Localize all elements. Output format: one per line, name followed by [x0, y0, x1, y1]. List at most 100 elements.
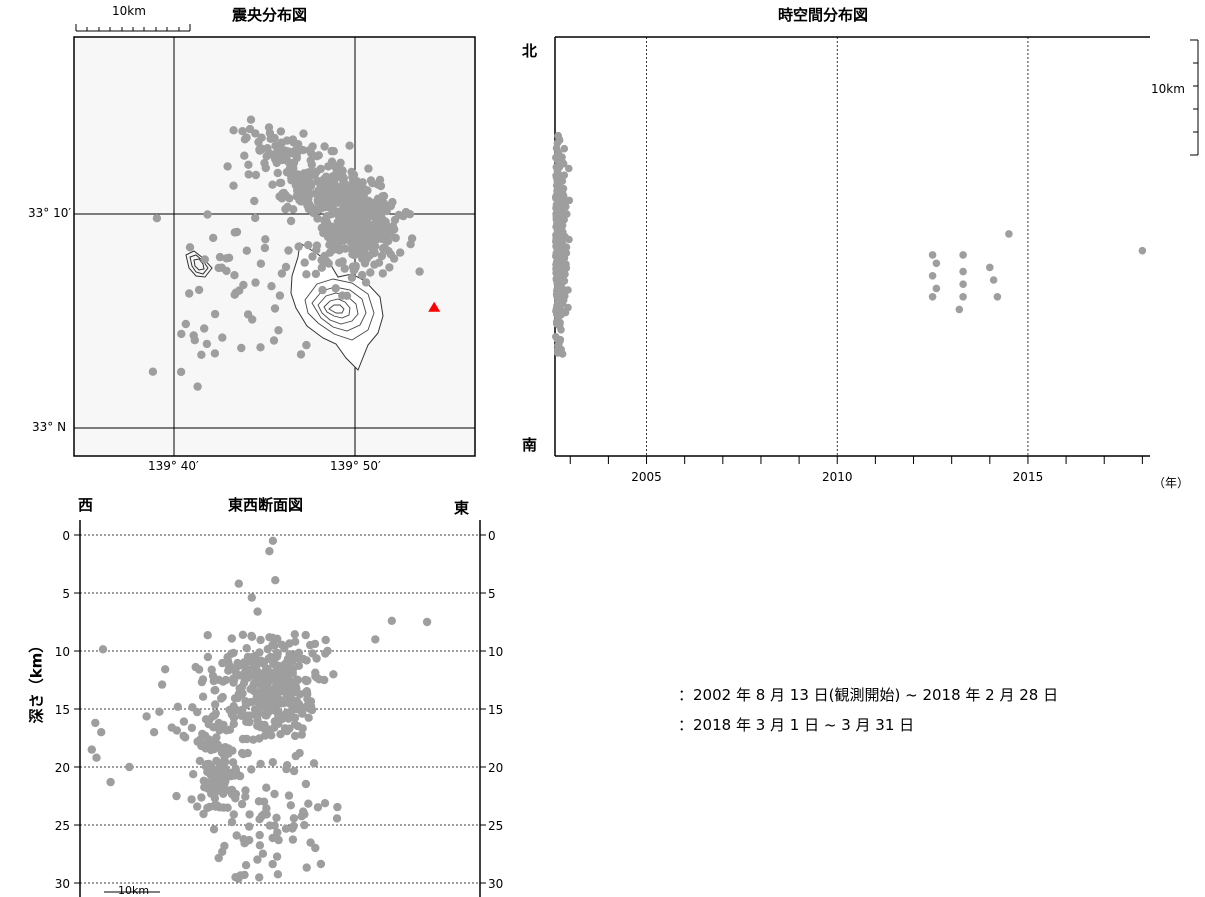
epicenter-point: [335, 258, 344, 267]
epicenter-point: [358, 232, 367, 241]
event-point: [989, 276, 998, 284]
hypocenter-point: [311, 668, 320, 677]
event-point: [565, 196, 574, 205]
event-point: [553, 197, 562, 206]
event-point: [553, 265, 562, 273]
hypocenter-point: [231, 764, 240, 773]
hypocenter-point: [313, 803, 323, 812]
hypocenter-point: [256, 697, 266, 706]
event-point: [959, 251, 967, 259]
hypocenter-point: [323, 646, 332, 656]
event-point: [553, 300, 562, 309]
hypocenter-point: [193, 802, 202, 811]
epicenter-point: [235, 286, 244, 295]
epicenter-point: [177, 329, 186, 339]
hypocenter-point: [209, 825, 219, 834]
epicenter-point: [202, 339, 212, 349]
hypocenter-point: [208, 769, 217, 779]
hypocenter-point: [92, 753, 101, 762]
hypocenter-point: [229, 810, 238, 819]
epicenter-point: [394, 210, 404, 220]
epicenter-point: [312, 245, 321, 255]
hypocenter-point: [281, 681, 290, 691]
hypocenter-point: [250, 670, 259, 680]
epicenter-point: [246, 115, 256, 124]
event-point: [556, 178, 565, 186]
epicenter-point: [281, 262, 291, 272]
hypocenter-point: [247, 765, 256, 774]
hypocenter-point: [282, 764, 291, 774]
event-point: [1138, 246, 1147, 255]
hypocenter-point: [284, 714, 293, 723]
epicenter-point: [311, 269, 321, 279]
depth-tick-label-left: 30: [55, 877, 70, 891]
hypocenter-point: [241, 697, 250, 706]
epicenter-point: [240, 151, 249, 160]
hypocenter-point: [290, 630, 299, 639]
hypocenter-point: [290, 731, 300, 741]
epicenter-point: [256, 259, 266, 268]
hypocenter-point: [287, 657, 297, 666]
epicenter-point: [299, 129, 308, 138]
hypocenter-point: [262, 783, 271, 792]
hypocenter-point: [234, 579, 243, 588]
hypocenter-point: [203, 631, 212, 640]
hypocenter-point: [172, 791, 181, 801]
epicenter-point: [302, 270, 311, 279]
hypocenter-point: [246, 685, 255, 694]
epicenter-point: [274, 326, 283, 335]
epicenter-point: [224, 253, 234, 262]
hypocenter-point: [256, 759, 265, 769]
hypocenter-point: [301, 675, 310, 685]
main-island-inner-contours: [304, 278, 375, 341]
event-point: [555, 150, 563, 159]
epicenter-point: [275, 147, 285, 157]
epicenter-point: [223, 162, 232, 171]
epicenter-point: [363, 219, 372, 228]
hypocenter-point: [238, 630, 248, 639]
hypocenter-point: [281, 824, 291, 833]
map-lon-label-2: 139° 50′: [330, 459, 381, 473]
epicenter-point: [358, 270, 367, 280]
hypocenter-point: [245, 822, 254, 831]
depth-tick-label-right: 20: [488, 761, 503, 775]
epicenter-point: [335, 215, 345, 225]
epicenter-point: [337, 206, 346, 215]
epicenter-point: [237, 343, 246, 353]
small-island-contours: [185, 250, 213, 278]
epicenter-point: [305, 146, 314, 155]
event-point: [959, 267, 967, 276]
epicenter-point: [386, 201, 396, 211]
event-point: [553, 139, 562, 147]
epicenter-point: [251, 213, 260, 223]
hypocenter-point: [200, 783, 209, 792]
epicenter-point: [389, 254, 399, 263]
epicenter-point: [317, 263, 326, 272]
event-point: [553, 171, 561, 180]
hypocenter-point: [233, 658, 242, 668]
map-title: 震央分布図: [232, 6, 308, 24]
year-tick-label: 2010: [822, 470, 853, 484]
hypocenter-point: [243, 652, 253, 662]
epicenter-point: [365, 251, 374, 260]
hypocenter-point: [219, 766, 228, 775]
hypocenter-point: [142, 712, 151, 721]
epicenter-point: [200, 255, 209, 264]
hypocenter-point: [247, 632, 257, 641]
hypocenter-point: [228, 758, 238, 767]
hypocenter-point: [198, 675, 208, 684]
epicenter-point: [300, 258, 309, 267]
epicenter-point: [255, 144, 264, 154]
epicenter-point: [377, 251, 387, 261]
hypocenter-point: [229, 713, 239, 723]
event-point: [928, 293, 937, 301]
epicenter-point: [374, 258, 384, 267]
hypocenter-point: [256, 635, 265, 645]
epicenter-point: [217, 263, 226, 272]
epicenter-point: [319, 194, 328, 203]
hypocenter-point: [263, 644, 272, 654]
hypocenter-point: [223, 653, 232, 662]
event-point: [955, 305, 964, 314]
epicenter-point: [317, 180, 327, 189]
